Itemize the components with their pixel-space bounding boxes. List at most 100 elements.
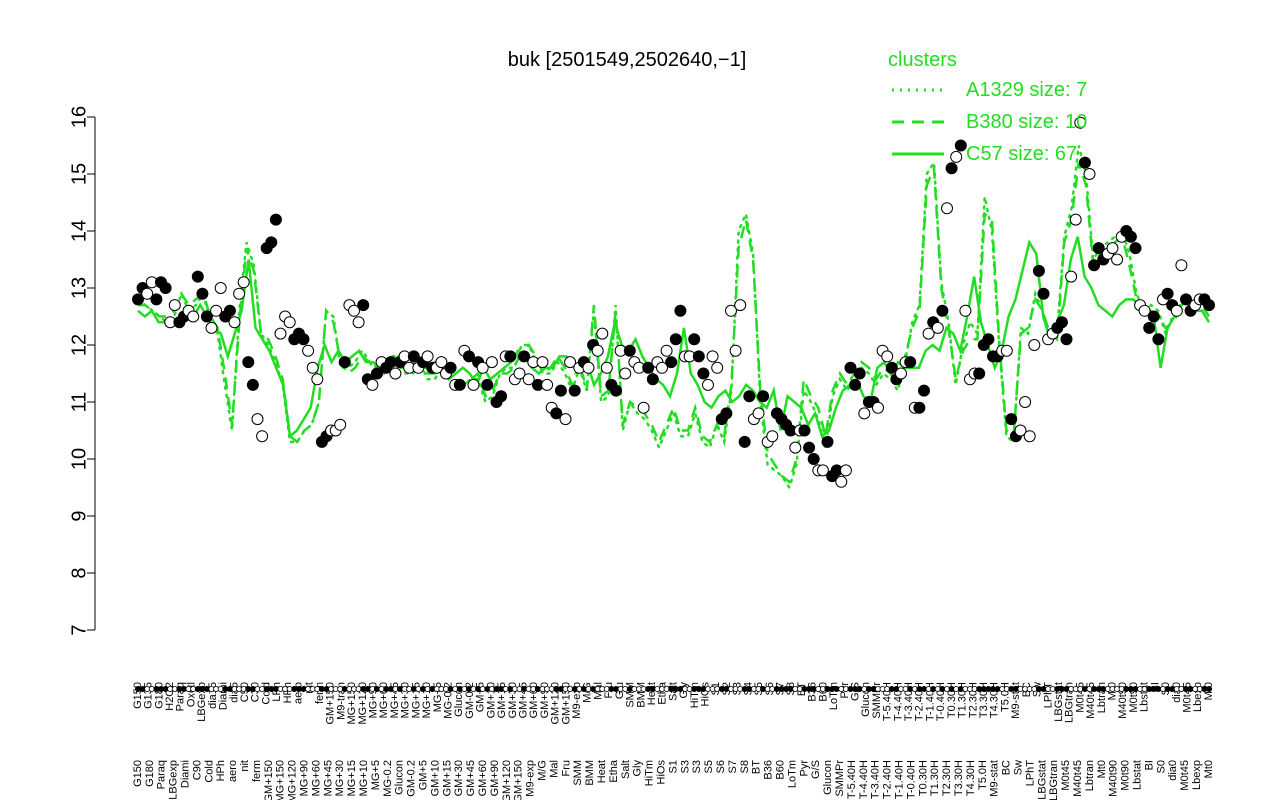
data-point bbox=[674, 304, 687, 317]
data-point bbox=[283, 316, 296, 329]
data-point bbox=[922, 327, 935, 340]
data-point bbox=[913, 401, 926, 414]
x-tick-label: T-0.40H bbox=[905, 760, 917, 799]
x-tick-label: Mt0 bbox=[1096, 760, 1108, 778]
data-point bbox=[1014, 424, 1027, 437]
data-point bbox=[706, 350, 719, 363]
x-tick-label: Sw bbox=[1013, 760, 1025, 775]
x-tick-label: SMMPr bbox=[834, 760, 846, 797]
data-point bbox=[476, 361, 489, 374]
data-point bbox=[228, 316, 241, 329]
data-point bbox=[954, 139, 967, 152]
x-tick-label: Etha bbox=[608, 759, 620, 783]
data-point bbox=[669, 333, 682, 346]
data-point bbox=[536, 356, 549, 369]
x-tick-label: Heat bbox=[596, 760, 608, 783]
data-point bbox=[251, 413, 264, 426]
x-tick-label: Gly bbox=[632, 760, 644, 777]
data-point bbox=[214, 282, 227, 294]
x-tick-label: S3 bbox=[679, 760, 691, 773]
data-point bbox=[660, 344, 673, 357]
y-tick-label: 14 bbox=[68, 220, 90, 242]
data-point bbox=[237, 276, 250, 289]
x-tick-label: Lbtran bbox=[1084, 760, 1096, 791]
data-point bbox=[973, 367, 986, 380]
data-point bbox=[918, 384, 930, 397]
x-tick-label: S3 bbox=[691, 760, 703, 773]
x-tick-label: GM+150 bbox=[513, 760, 525, 800]
data-point bbox=[352, 316, 365, 329]
x-tick-label: S0 bbox=[1155, 760, 1167, 773]
x-tick-label: GM+5 bbox=[418, 760, 430, 790]
data-point bbox=[559, 413, 572, 426]
data-point bbox=[1170, 304, 1183, 317]
data-point bbox=[1111, 253, 1124, 266]
data-point bbox=[205, 321, 218, 334]
x-tick-label: M0t45 bbox=[1179, 760, 1191, 791]
data-point bbox=[1106, 242, 1119, 255]
data-point bbox=[1088, 259, 1101, 272]
data-point bbox=[766, 430, 779, 443]
data-point bbox=[858, 407, 871, 420]
x-tick-label: T4.30H bbox=[965, 760, 977, 796]
data-point bbox=[1143, 321, 1156, 334]
x-tick-label: MG+10 bbox=[358, 760, 370, 796]
data-point bbox=[297, 333, 310, 346]
x-tick-label: T3.30H bbox=[953, 760, 965, 796]
x-tick-labels: G150G135G180H2O2ParaqOxctlLBGexpdia15Dia… bbox=[132, 681, 1215, 800]
data-point bbox=[1019, 396, 1032, 408]
x-tick-label: M9-stat bbox=[989, 760, 1001, 797]
x-tick-label: T-3.40H bbox=[870, 760, 882, 799]
x-tick-label: Diami bbox=[180, 760, 192, 788]
data-point bbox=[1028, 339, 1041, 351]
data-point bbox=[738, 435, 751, 448]
data-point bbox=[752, 407, 765, 420]
x-marker bbox=[1206, 686, 1213, 693]
x-tick-label: M9-exp bbox=[525, 760, 537, 797]
data-point bbox=[1129, 242, 1142, 255]
x-tick-label: GM+45 bbox=[465, 760, 477, 796]
data-point bbox=[665, 356, 678, 369]
data-point bbox=[495, 390, 508, 403]
data-point bbox=[518, 350, 531, 363]
series-line-dotted bbox=[136, 145, 1211, 491]
data-point bbox=[623, 344, 636, 357]
data-point bbox=[1092, 242, 1105, 255]
x-tick-label: T2.30H bbox=[941, 760, 953, 796]
x-tick-label: GM+10 bbox=[429, 760, 441, 796]
data-point bbox=[200, 310, 213, 323]
x-tick-label: B60 bbox=[775, 760, 787, 780]
x-tick-label: S6 bbox=[715, 760, 727, 773]
data-point bbox=[600, 361, 613, 374]
data-point bbox=[265, 236, 278, 249]
data-point bbox=[210, 304, 223, 317]
data-point bbox=[803, 441, 816, 454]
y-tick-label: 15 bbox=[68, 163, 90, 185]
x-tick-label: HPh bbox=[215, 760, 227, 781]
chart-title: buk [2501549,2502640,−1] bbox=[508, 49, 747, 71]
x-tick-label: T1.30H bbox=[929, 760, 941, 796]
x-tick-label: T-4.40H bbox=[858, 760, 870, 799]
data-point bbox=[132, 293, 144, 306]
data-point bbox=[798, 424, 811, 437]
data-point bbox=[485, 356, 498, 369]
y-tick-label: 16 bbox=[68, 106, 90, 128]
data-point bbox=[619, 367, 632, 380]
x-tick-label: T-2.40H bbox=[882, 760, 894, 799]
data-point bbox=[881, 350, 894, 363]
data-point bbox=[306, 361, 319, 374]
x-tick-label: GM+15 bbox=[441, 760, 453, 796]
x-tick-label: Pyr bbox=[798, 760, 810, 777]
cluster-lines bbox=[136, 145, 1211, 491]
x-tick-label: Cold bbox=[203, 760, 215, 783]
data-point bbox=[407, 350, 420, 363]
x-tick-label: MG+150 bbox=[275, 760, 287, 800]
data-point bbox=[435, 356, 448, 369]
x-tick-label: MG+45 bbox=[322, 760, 334, 796]
data-point bbox=[688, 333, 701, 346]
data-point bbox=[904, 356, 917, 369]
data-point bbox=[757, 390, 770, 403]
x-tick-label: BC bbox=[1001, 760, 1013, 775]
legend: clusters A1329 size: 7 B380 size: 10 C57 s… bbox=[888, 49, 1087, 165]
data-point bbox=[311, 373, 324, 386]
